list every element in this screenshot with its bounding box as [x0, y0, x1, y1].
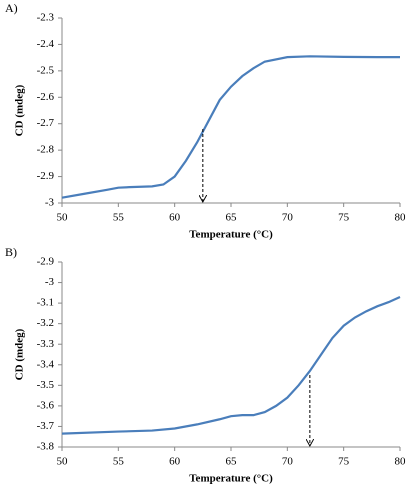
y-tick-label: -2.9 [37, 170, 55, 182]
y-axis-title: CD (mdeg) [14, 328, 26, 380]
panel-label: B) [5, 245, 17, 259]
y-tick-label: -2.4 [37, 38, 55, 50]
y-tick-label: -3.6 [37, 399, 55, 411]
y-tick-label: -3.1 [37, 297, 54, 309]
x-tick-label: 65 [226, 212, 238, 224]
x-tick-label: 50 [57, 456, 69, 468]
data-line [61, 295, 401, 435]
x-tick-label: 55 [113, 456, 125, 468]
y-tick-label: -3 [45, 197, 55, 209]
x-tick-label: 75 [338, 212, 350, 224]
y-tick-label: -2.6 [37, 91, 55, 103]
y-tick-label: -2.9 [37, 256, 55, 268]
x-tick-label: 60 [169, 456, 181, 468]
x-tick-label: 70 [282, 456, 294, 468]
y-tick-label: -3.7 [37, 420, 55, 432]
y-tick-label: -3.3 [37, 338, 55, 350]
x-tick-label: 80 [395, 456, 407, 468]
y-tick-label: -3.8 [37, 441, 55, 453]
x-tick-label: 60 [169, 212, 181, 224]
data-line [61, 55, 400, 199]
x-tick-label: 65 [226, 456, 238, 468]
y-tick-label: -3.5 [37, 379, 55, 391]
y-tick-label: -3.2 [37, 317, 54, 329]
x-axis-title: Temperature (°C) [189, 473, 273, 485]
x-tick-label: 70 [282, 212, 294, 224]
x-tick-label: 55 [113, 212, 125, 224]
y-tick-label: -2.3 [37, 12, 55, 24]
y-tick-label: -2.7 [37, 117, 55, 129]
y-axis-title: CD (mdeg) [14, 84, 26, 136]
x-tick-label: 80 [395, 212, 407, 224]
x-tick-label: 75 [338, 456, 350, 468]
y-tick-label: -3 [45, 276, 55, 288]
y-tick-label: -3.4 [37, 358, 55, 370]
x-tick-label: 50 [57, 212, 69, 224]
x-axis-title: Temperature (°C) [189, 229, 273, 241]
y-tick-label: -2.5 [37, 64, 55, 76]
y-tick-label: -2.8 [37, 144, 55, 156]
panel-label: A) [5, 1, 18, 15]
